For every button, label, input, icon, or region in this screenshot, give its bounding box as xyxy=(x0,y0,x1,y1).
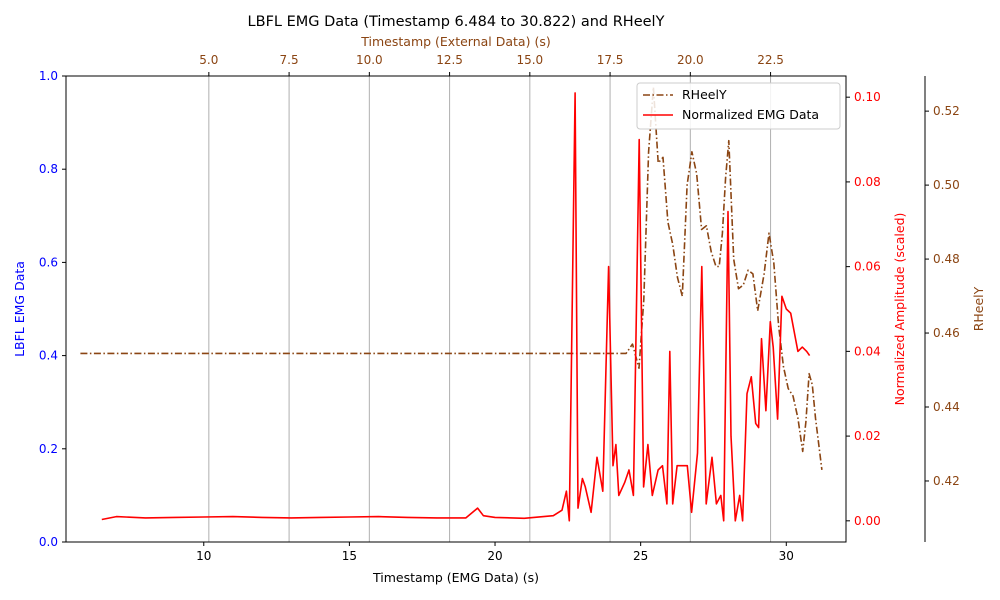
top-x-tick-label-7: 22.5 xyxy=(757,53,784,67)
rheel-y-tick-label-4: 0.50 xyxy=(933,178,960,192)
legend-label-emg: Normalized EMG Data xyxy=(682,107,819,122)
amplitude-y-tick-label-3: 0.06 xyxy=(854,260,881,274)
top-x-tick-label-5: 17.5 xyxy=(597,53,624,67)
series-layer xyxy=(80,86,823,522)
amplitude-y-tick-label-1: 0.02 xyxy=(854,429,881,443)
left-y-axis: 0.0 0.2 0.4 0.6 0.8 1.0 xyxy=(39,69,66,549)
top-x-tick-label-3: 12.5 xyxy=(436,53,463,67)
top-x-tick-label-4: 15.0 xyxy=(516,53,543,67)
plot-frame xyxy=(65,75,847,543)
right-y-axis-rheel-label: RHeelY xyxy=(971,286,986,331)
rheel-y-tick-label-3: 0.48 xyxy=(933,252,960,266)
rheel-y-tick-label-5: 0.52 xyxy=(933,104,960,118)
rheel-y-tick-label-2: 0.46 xyxy=(933,326,960,340)
top-x-axis: 5.0 7.5 10.0 12.5 15.0 17.5 20.0 22.5 xyxy=(199,53,784,76)
right-y-axis-amplitude-label: Normalized Amplitude (scaled) xyxy=(892,213,907,406)
top-x-tick-label-6: 20.0 xyxy=(677,53,704,67)
rheel-y-tick-label-1: 0.44 xyxy=(933,400,960,414)
grid-lines xyxy=(208,76,772,542)
bottom-x-axis-label: Timestamp (EMG Data) (s) xyxy=(372,570,539,585)
bottom-x-tick-label-3: 25 xyxy=(633,549,648,563)
right-y-axis-amplitude: 0.00 0.02 0.04 0.06 0.08 0.10 xyxy=(846,90,881,528)
top-x-axis-label: Timestamp (External Data) (s) xyxy=(360,34,550,49)
bottom-x-tick-label-1: 15 xyxy=(342,549,357,563)
emg-series-line xyxy=(101,92,811,522)
left-y-tick-label-0: 0.0 xyxy=(39,535,58,549)
left-y-tick-label-3: 0.6 xyxy=(39,255,58,269)
left-y-tick-label-4: 0.8 xyxy=(39,162,58,176)
left-y-axis-label: LBFL EMG Data xyxy=(12,261,27,357)
legend: RHeelY Normalized EMG Data xyxy=(636,82,841,130)
right-y-axis-rheel: 0.42 0.44 0.46 0.48 0.50 0.52 xyxy=(925,104,960,488)
bottom-x-tick-label-0: 10 xyxy=(196,549,211,563)
amplitude-y-tick-label-5: 0.10 xyxy=(854,90,881,104)
bottom-x-axis: 10 15 20 25 30 xyxy=(196,542,794,563)
left-y-tick-label-2: 0.4 xyxy=(39,349,58,363)
bottom-x-tick-label-4: 30 xyxy=(779,549,794,563)
legend-box xyxy=(636,82,841,130)
top-x-tick-label-0: 5.0 xyxy=(199,53,218,67)
left-y-tick-label-1: 0.2 xyxy=(39,442,58,456)
rheel-series-line xyxy=(80,86,823,470)
legend-label-rheel: RHeelY xyxy=(682,87,727,102)
bottom-x-tick-label-2: 20 xyxy=(487,549,502,563)
left-y-tick-label-5: 1.0 xyxy=(39,69,58,83)
top-x-tick-label-1: 7.5 xyxy=(280,53,299,67)
top-x-tick-label-2: 10.0 xyxy=(356,53,383,67)
amplitude-y-tick-label-0: 0.00 xyxy=(854,514,881,528)
amplitude-y-tick-label-4: 0.08 xyxy=(854,175,881,189)
amplitude-y-tick-label-2: 0.04 xyxy=(854,344,881,358)
chart-title: LBFL EMG Data (Timestamp 6.484 to 30.822… xyxy=(248,14,665,30)
rheel-y-tick-label-0: 0.42 xyxy=(933,474,960,488)
